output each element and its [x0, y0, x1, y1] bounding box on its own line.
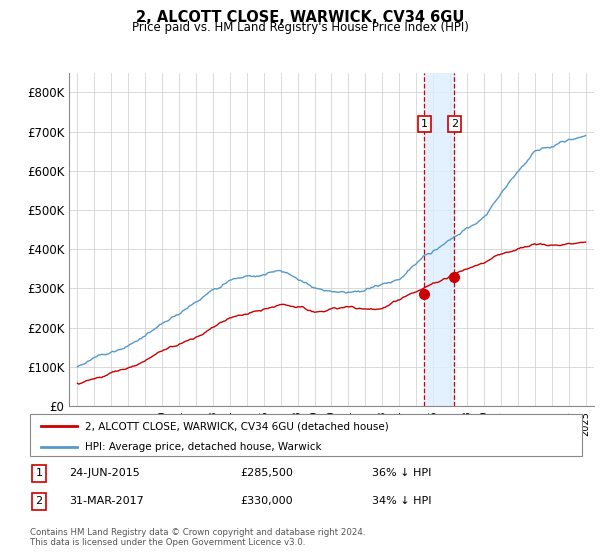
Text: 2: 2	[451, 119, 458, 129]
Text: 24-JUN-2015: 24-JUN-2015	[69, 468, 140, 478]
Text: 2, ALCOTT CLOSE, WARWICK, CV34 6GU (detached house): 2, ALCOTT CLOSE, WARWICK, CV34 6GU (deta…	[85, 421, 389, 431]
FancyBboxPatch shape	[30, 414, 582, 456]
Text: 1: 1	[35, 468, 43, 478]
Text: HPI: Average price, detached house, Warwick: HPI: Average price, detached house, Warw…	[85, 442, 322, 452]
Text: 31-MAR-2017: 31-MAR-2017	[69, 496, 144, 506]
Text: 1: 1	[421, 119, 428, 129]
Text: Contains HM Land Registry data © Crown copyright and database right 2024.
This d: Contains HM Land Registry data © Crown c…	[30, 528, 365, 547]
Text: 36% ↓ HPI: 36% ↓ HPI	[372, 468, 431, 478]
Text: 2: 2	[35, 496, 43, 506]
Text: 34% ↓ HPI: 34% ↓ HPI	[372, 496, 431, 506]
Text: £330,000: £330,000	[240, 496, 293, 506]
Bar	[424, 73, 454, 406]
Text: Price paid vs. HM Land Registry's House Price Index (HPI): Price paid vs. HM Land Registry's House …	[131, 21, 469, 34]
Text: 2, ALCOTT CLOSE, WARWICK, CV34 6GU: 2, ALCOTT CLOSE, WARWICK, CV34 6GU	[136, 10, 464, 25]
Text: £285,500: £285,500	[240, 468, 293, 478]
